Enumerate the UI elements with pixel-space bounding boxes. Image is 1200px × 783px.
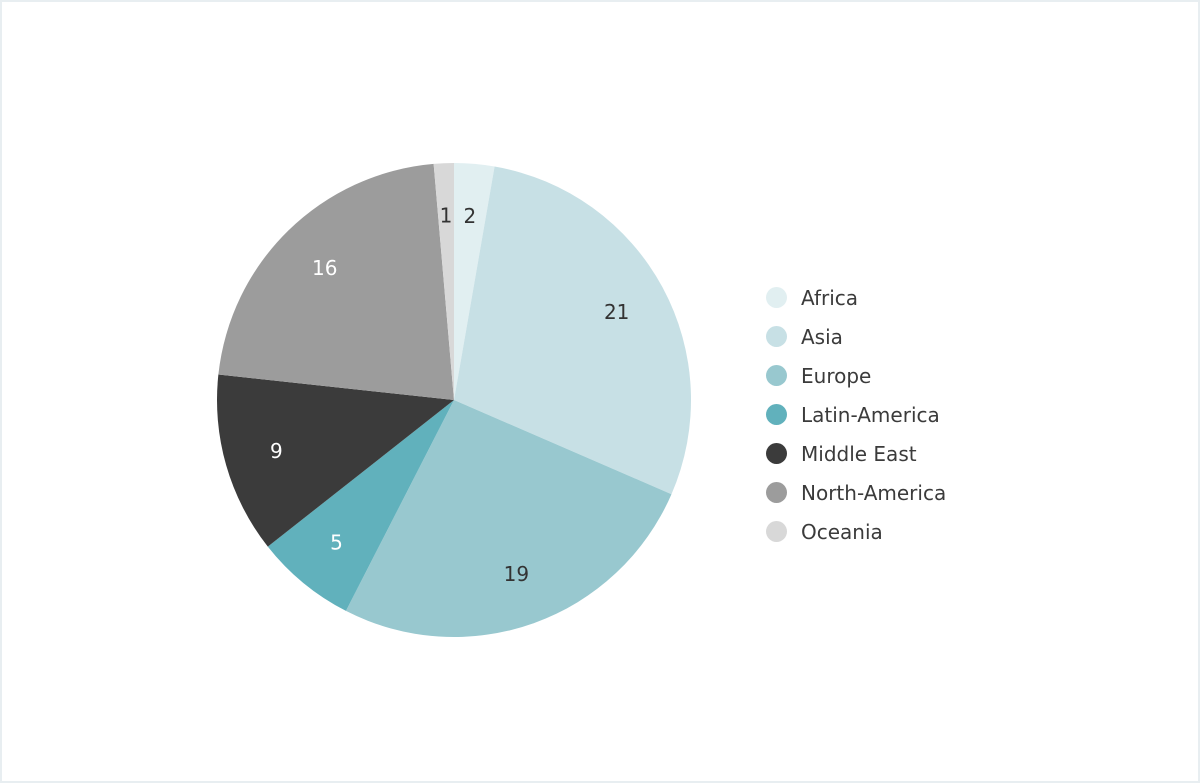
pie-slice-asia bbox=[454, 166, 691, 495]
pie-slice-north-america bbox=[218, 163, 454, 400]
legend-item-asia: Asia bbox=[766, 317, 946, 356]
pie-slice-africa bbox=[454, 163, 495, 400]
data-label-africa: 2 bbox=[464, 204, 477, 228]
data-label-europe: 19 bbox=[504, 562, 529, 586]
pie-slice-europe bbox=[345, 400, 672, 637]
legend-label: Asia bbox=[801, 324, 843, 349]
legend-label: Middle East bbox=[801, 441, 917, 466]
data-label-asia: 21 bbox=[604, 300, 629, 324]
legend-label: Europe bbox=[801, 363, 872, 388]
legend-item-north-america: North-America bbox=[766, 473, 946, 512]
data-label-oceania: 1 bbox=[440, 203, 453, 227]
legend-item-middle-east: Middle East bbox=[766, 434, 946, 473]
pie-slice-middle-east bbox=[217, 374, 454, 547]
legend-swatch bbox=[766, 482, 787, 503]
legend-label: Africa bbox=[801, 285, 859, 310]
legend-item-latin-america: Latin-America bbox=[766, 395, 946, 434]
legend: Africa Asia Europe Latin-America Middle East… bbox=[766, 278, 946, 551]
data-label-latin-america: 5 bbox=[330, 531, 343, 555]
data-label-north-america: 16 bbox=[312, 256, 337, 280]
legend-swatch bbox=[766, 287, 787, 308]
data-label-middle-east: 9 bbox=[270, 439, 283, 463]
pie-slice-latin-america bbox=[267, 400, 454, 611]
legend-item-oceania: Oceania bbox=[766, 512, 946, 551]
legend-label: Oceania bbox=[801, 519, 883, 544]
legend-label: North-America bbox=[801, 480, 947, 505]
legend-item-europe: Europe bbox=[766, 356, 946, 395]
legend-swatch bbox=[766, 521, 787, 542]
legend-swatch bbox=[766, 365, 787, 386]
legend-swatch bbox=[766, 404, 787, 425]
legend-item-africa: Africa bbox=[766, 278, 946, 317]
pie-slice-oceania bbox=[433, 163, 454, 400]
legend-label: Latin-America bbox=[801, 402, 940, 427]
legend-swatch bbox=[766, 443, 787, 464]
legend-swatch bbox=[766, 326, 787, 347]
